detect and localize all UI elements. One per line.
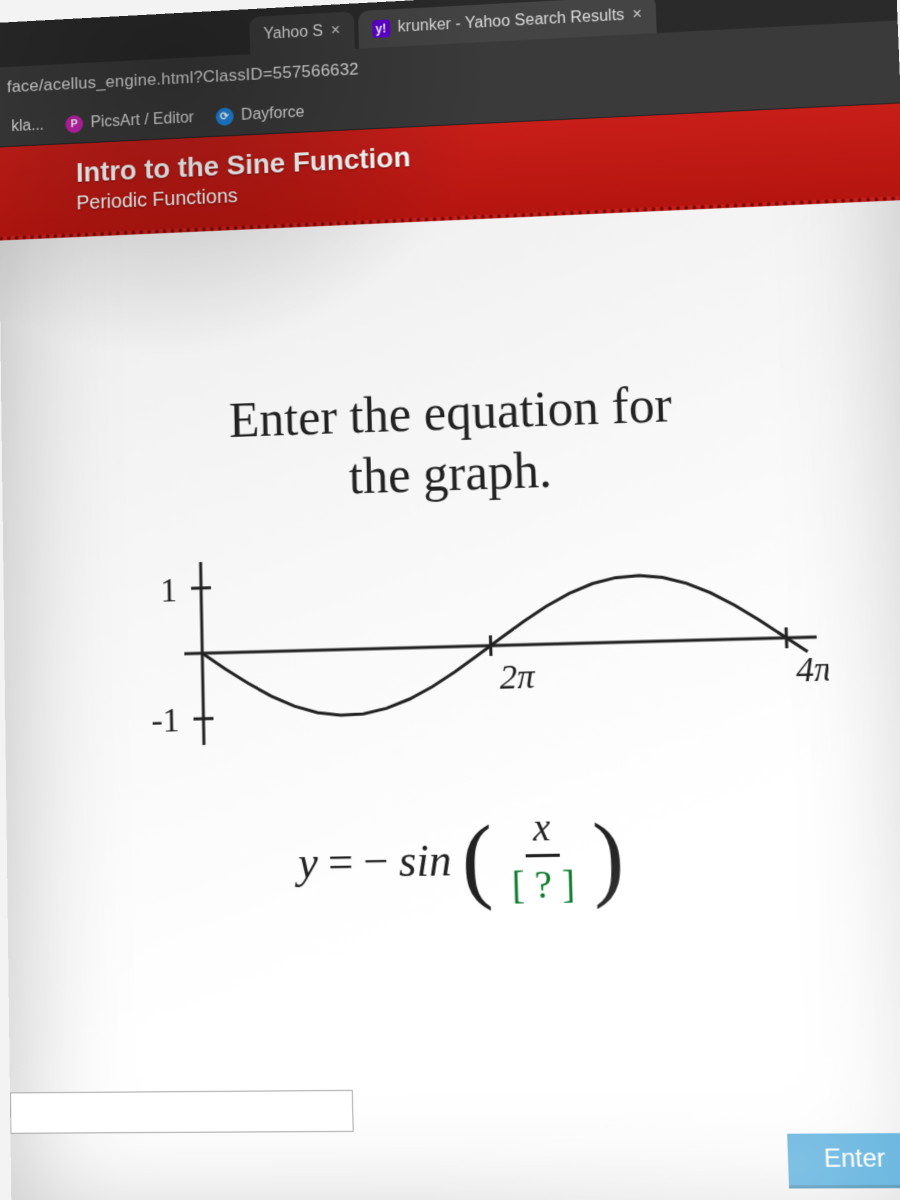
fraction-numerator: x	[524, 808, 559, 858]
dayforce-icon: ⟳	[215, 107, 233, 126]
bookmark-kla[interactable]: kla...	[11, 116, 44, 135]
tab-yahoo[interactable]: Yahoo S ×	[249, 11, 354, 54]
svg-text:-1: -1	[151, 702, 180, 740]
close-icon[interactable]: ×	[331, 22, 341, 40]
svg-text:4π: 4π	[795, 650, 832, 690]
right-paren-icon: )	[593, 857, 624, 858]
close-icon[interactable]: ×	[632, 6, 642, 24]
svg-text:2π: 2π	[499, 658, 536, 697]
bookmark-dayforce[interactable]: ⟳ Dayforce	[215, 103, 304, 125]
bookmark-label: PicsArt / Editor	[90, 109, 194, 132]
equation-lhs: y	[297, 836, 318, 889]
bookmark-label: kla...	[11, 116, 44, 135]
bookmark-label: Dayforce	[241, 103, 305, 124]
negative-sign: −	[363, 835, 390, 888]
url-text: face/acellus_engine.html?ClassID=5575666…	[7, 60, 359, 98]
equals-sign: =	[327, 836, 353, 889]
sin-fn: sin	[398, 834, 452, 888]
prompt-line-1: Enter the equation for	[228, 375, 672, 448]
equation: y = − sin ( x [ ? ] )	[46, 801, 890, 916]
enter-button[interactable]: Enter	[787, 1133, 900, 1185]
sine-graph: 1 -1 2π 4π	[91, 522, 832, 778]
bookmark-picsart[interactable]: P PicsArt / Editor	[65, 109, 194, 133]
answer-field[interactable]	[10, 1090, 354, 1134]
yahoo-icon: y!	[372, 19, 390, 38]
tab-title: krunker - Yahoo Search Results	[398, 7, 625, 37]
prompt-line-2: the graph.	[348, 441, 552, 505]
prompt-text: Enter the equation for the graph.	[40, 366, 874, 517]
answer-blank[interactable]: [ ? ]	[503, 856, 584, 910]
tab-title: Yahoo S	[263, 23, 323, 44]
svg-text:1: 1	[160, 572, 178, 610]
picsart-icon: P	[65, 114, 83, 132]
fraction: x [ ? ]	[501, 807, 584, 910]
left-paren-icon: (	[462, 860, 493, 861]
